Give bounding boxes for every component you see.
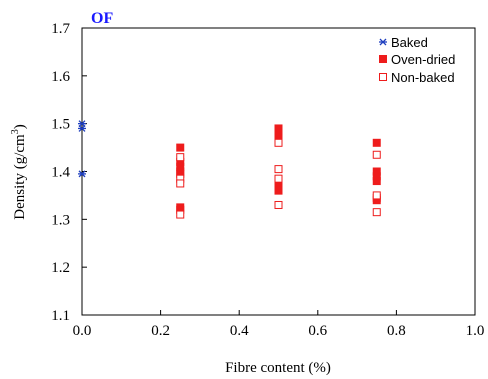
point-baked [78,170,86,178]
point-non-baked [372,208,381,217]
legend-filled-square-marker [379,55,387,63]
panel-label: OF [91,10,113,27]
point-non-baked [274,165,283,174]
legend-item-oven-dried: Oven-dried [379,52,455,67]
point-non-baked [274,174,283,183]
point-oven-dried [274,179,283,188]
y-axis-title-main: Density (g/cm [12,134,28,220]
point-oven-dried [176,162,185,171]
legend-label-non-baked: Non-baked [391,70,455,85]
legend-open-square-marker [379,73,387,81]
legend-item-non-baked: Non-baked [379,70,455,85]
legend-item-baked: Baked [379,35,428,50]
point-non-baked [274,200,283,209]
point-baked [78,124,86,132]
y-tick-label: 1.4 [51,165,70,181]
y-tick-label: 1.6 [51,69,70,85]
y-tick-label: 1.3 [51,212,70,228]
y-axis-title-end: ) [12,124,28,129]
point-oven-dried [176,169,185,178]
legend-label-oven-dried: Oven-dried [391,52,455,67]
legend-asterisk-marker [379,38,387,46]
legend: Baked Oven-dried Non-baked [379,35,455,85]
point-oven-dried [274,124,283,133]
point-oven-dried [372,172,381,181]
x-tick-label: 0.8 [387,323,406,339]
point-oven-dried [372,167,381,176]
x-tick-label: 1.0 [466,323,485,339]
y-axis-title-superscript: 3 [10,129,21,134]
point-non-baked [176,153,185,162]
x-axis-title: Fibre content (%) [225,360,331,376]
point-oven-dried [372,196,381,205]
y-axis-title: Density (g/cm3) [10,124,28,219]
point-oven-dried [176,143,185,152]
legend-label-baked: Baked [391,35,428,50]
point-oven-dried [274,129,283,138]
point-oven-dried [372,177,381,186]
point-oven-dried [176,157,185,166]
point-non-baked [372,150,381,159]
point-non-baked [176,210,185,219]
point-non-baked [176,179,185,188]
y-tick-label: 1.7 [51,21,70,37]
x-tick-label: 0.4 [230,323,249,339]
y-tick-label: 1.2 [51,260,70,276]
point-oven-dried [176,205,185,214]
point-oven-dried [274,134,283,143]
x-tick-label: 0.0 [73,323,92,339]
y-tick-label: 1.5 [51,117,70,133]
point-non-baked [274,138,283,147]
point-oven-dried [372,138,381,147]
x-tick-label: 0.6 [308,323,327,339]
y-tick-label: 1.1 [51,308,70,324]
point-non-baked [372,191,381,200]
point-oven-dried [274,186,283,195]
x-tick-label: 0.2 [151,323,170,339]
